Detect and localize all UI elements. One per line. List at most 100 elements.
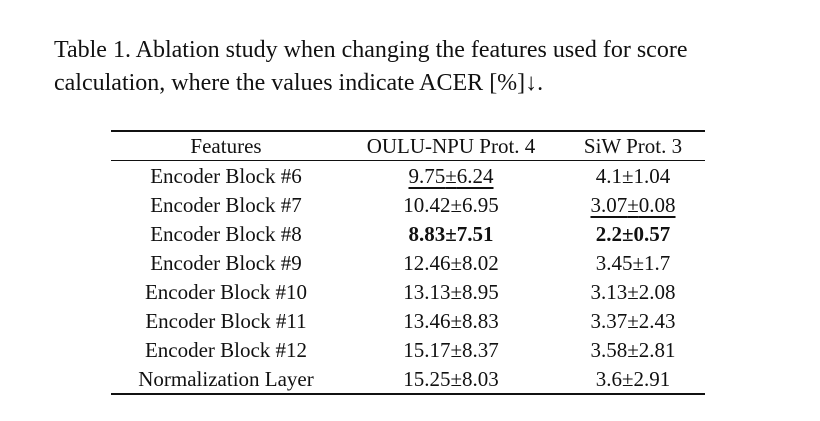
siw-mean: 4.1 <box>595 163 622 188</box>
oulu-mean: 15.25 <box>403 366 451 391</box>
plus-minus-sign: ± <box>450 366 463 391</box>
oulu-value-cell: 12.46±8.02 <box>341 248 561 277</box>
siw-score: 3.37±2.43 <box>590 307 675 335</box>
header-oulu-npu: OULU-NPU Prot. 4 <box>341 130 561 161</box>
feature-cell: Encoder Block #10 <box>144 279 308 304</box>
plus-minus-sign: ± <box>450 192 463 217</box>
plus-minus-sign: ± <box>445 221 457 246</box>
plus-minus-sign: ± <box>627 337 639 362</box>
table-body: Encoder Block #6 9.75±6.24 4.1±1.04 Encoder… <box>111 161 705 395</box>
table-row: Encoder Block #8 8.83±7.51 2.2±0.57 <box>111 219 705 248</box>
siw-mean: 3.37 <box>590 308 628 333</box>
feature-cell: Encoder Block #6 <box>150 163 302 188</box>
oulu-std: 7.51 <box>456 221 494 246</box>
siw-mean: 2.2 <box>595 221 622 246</box>
siw-value-cell: 3.37±2.43 <box>561 306 705 335</box>
plus-minus-sign: ± <box>621 221 634 246</box>
table-row: Encoder Block #10 13.13±8.95 3.13±2.08 <box>111 277 705 306</box>
siw-score: 3.07±0.08 <box>590 191 675 219</box>
siw-std: 2.43 <box>638 308 676 333</box>
siw-mean: 3.13 <box>590 279 628 304</box>
caption-line-2: calculation, where the values indicate A… <box>54 70 544 96</box>
siw-std: 0.57 <box>633 221 671 246</box>
oulu-mean: 10.42 <box>403 192 451 217</box>
plus-minus-sign: ± <box>450 308 463 333</box>
feature-cell: Encoder Block #12 <box>144 337 308 362</box>
feature-cell: Encoder Block #11 <box>145 308 307 333</box>
plus-minus-sign: ± <box>621 163 634 188</box>
siw-value-cell: 3.07±0.08 <box>561 190 705 219</box>
oulu-std: 6.95 <box>462 192 499 217</box>
siw-std: 2.08 <box>638 279 676 304</box>
header-features: Features <box>111 130 341 161</box>
oulu-std: 8.02 <box>462 250 499 275</box>
oulu-std: 8.83 <box>462 308 499 333</box>
plus-minus-sign: ± <box>621 366 634 391</box>
oulu-mean: 13.46 <box>403 308 451 333</box>
oulu-score: 15.25±8.03 <box>403 365 499 393</box>
feature-cell: Encoder Block #7 <box>150 192 302 217</box>
oulu-std: 6.24 <box>456 163 494 188</box>
feature-cell: Normalization Layer <box>111 364 341 395</box>
table-row: Encoder Block #7 10.42±6.95 3.07±0.08 <box>111 190 705 219</box>
siw-std: 2.91 <box>633 366 671 391</box>
siw-value-cell: 3.13±2.08 <box>561 277 705 306</box>
oulu-value-cell: 10.42±6.95 <box>341 190 561 219</box>
oulu-score: 10.42±6.95 <box>403 191 499 219</box>
siw-mean: 3.58 <box>590 337 628 362</box>
siw-mean: 3.45 <box>595 250 633 275</box>
oulu-mean: 13.13 <box>403 279 451 304</box>
plus-minus-sign: ± <box>450 337 463 362</box>
oulu-value-cell: 13.13±8.95 <box>341 277 561 306</box>
oulu-std: 8.95 <box>462 279 499 304</box>
oulu-score: 15.17±8.37 <box>403 336 499 364</box>
header-siw: SiW Prot. 3 <box>561 130 705 161</box>
siw-std: 0.08 <box>638 192 676 217</box>
siw-mean: 3.6 <box>595 366 622 391</box>
siw-value-cell: 3.45±1.7 <box>561 248 705 277</box>
table-caption: Table 1. Ablation study when changing th… <box>54 34 794 100</box>
plus-minus-sign: ± <box>450 250 463 275</box>
oulu-value-cell: 15.17±8.37 <box>341 335 561 364</box>
siw-value-cell: 4.1±1.04 <box>561 161 705 191</box>
oulu-value-cell: 8.83±7.51 <box>341 219 561 248</box>
feature-cell: Encoder Block #8 <box>150 221 302 246</box>
plus-minus-sign: ± <box>445 163 457 188</box>
oulu-value-cell: 9.75±6.24 <box>341 161 561 191</box>
siw-score: 3.13±2.08 <box>590 278 675 306</box>
oulu-score: 12.46±8.02 <box>403 249 499 277</box>
plus-minus-sign: ± <box>632 250 645 275</box>
caption-line-1: Table 1. Ablation study when changing th… <box>54 37 688 63</box>
feature-cell: Encoder Block #9 <box>150 250 302 275</box>
table-header-row: Features OULU-NPU Prot. 4 SiW Prot. 3 <box>111 130 705 161</box>
siw-std: 1.7 <box>644 250 671 275</box>
oulu-score: 9.75±6.24 <box>408 162 493 190</box>
siw-score: 3.6±2.91 <box>596 365 671 393</box>
oulu-score: 13.46±8.83 <box>403 307 499 335</box>
siw-std: 1.04 <box>633 163 671 188</box>
siw-score: 3.58±2.81 <box>590 336 675 364</box>
table-row: Encoder Block #9 12.46±8.02 3.45±1.7 <box>111 248 705 277</box>
siw-std: 2.81 <box>638 337 676 362</box>
oulu-std: 8.37 <box>462 337 499 362</box>
table-row: Encoder Block #6 9.75±6.24 4.1±1.04 <box>111 161 705 191</box>
siw-score: 3.45±1.7 <box>596 249 671 277</box>
oulu-mean: 8.83 <box>408 221 446 246</box>
oulu-value-cell: 15.25±8.03 <box>341 364 561 395</box>
table-row: Encoder Block #12 15.17±8.37 3.58±2.81 <box>111 335 705 364</box>
oulu-score: 13.13±8.95 <box>403 278 499 306</box>
siw-value-cell: 3.6±2.91 <box>561 364 705 395</box>
plus-minus-sign: ± <box>627 279 639 304</box>
table-row: Normalization Layer 15.25±8.03 3.6±2.91 <box>111 364 705 395</box>
siw-score: 2.2±0.57 <box>596 220 671 248</box>
siw-value-cell: 3.58±2.81 <box>561 335 705 364</box>
plus-minus-sign: ± <box>627 308 639 333</box>
table-row: Encoder Block #11 13.46±8.83 3.37±2.43 <box>111 306 705 335</box>
ablation-table: Features OULU-NPU Prot. 4 SiW Prot. 3 En… <box>111 130 705 395</box>
oulu-std: 8.03 <box>462 366 499 391</box>
oulu-mean: 15.17 <box>403 337 451 362</box>
oulu-mean: 9.75 <box>408 163 446 188</box>
oulu-score: 8.83±7.51 <box>408 220 493 248</box>
plus-minus-sign: ± <box>627 192 639 217</box>
oulu-mean: 12.46 <box>403 250 451 275</box>
